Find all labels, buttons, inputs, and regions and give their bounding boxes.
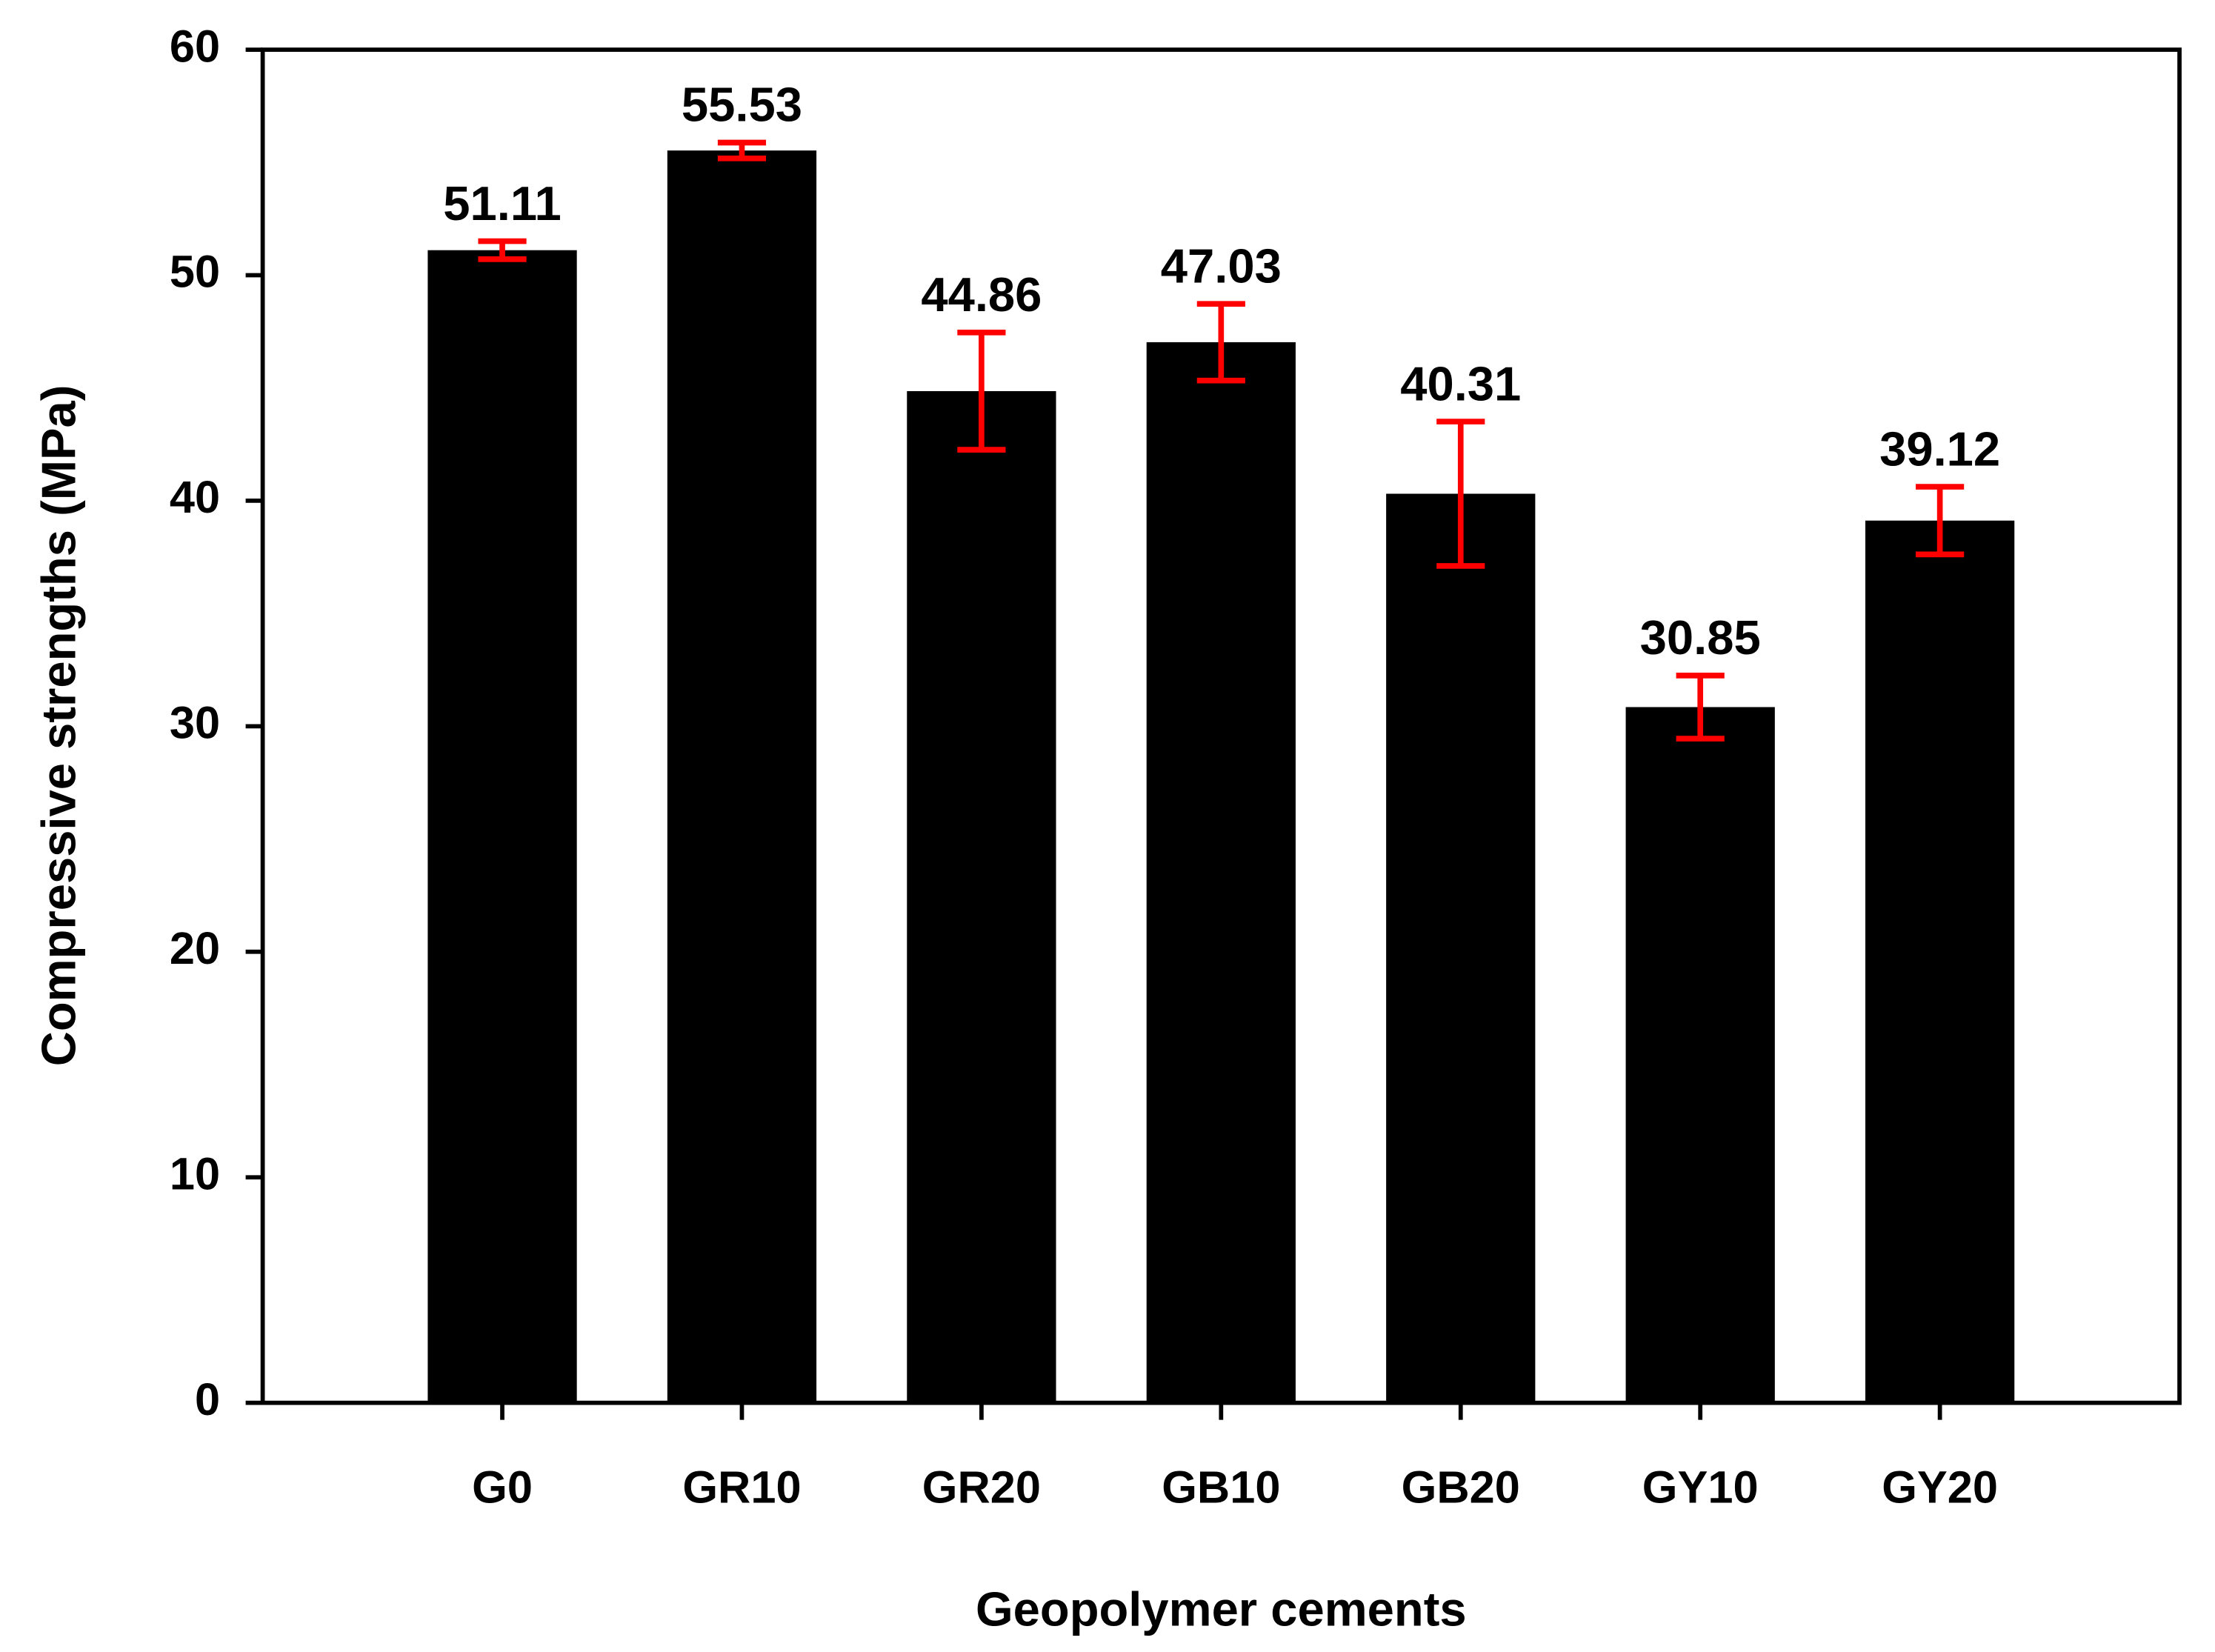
value-label: 30.85 bbox=[1640, 610, 1761, 665]
error-bar bbox=[1196, 301, 1245, 384]
y-axis-label: Compressive strengths (MPa) bbox=[32, 385, 86, 1067]
bar bbox=[1625, 707, 1775, 1403]
y-tick-label: 30 bbox=[170, 697, 220, 748]
value-label: 51.11 bbox=[443, 176, 561, 230]
error-bar bbox=[1916, 484, 1965, 558]
error-bar bbox=[478, 238, 527, 262]
y-tick-label: 10 bbox=[170, 1148, 220, 1199]
x-tick-label: GY20 bbox=[1882, 1462, 1998, 1513]
y-tick-label: 20 bbox=[170, 922, 220, 973]
x-axis-label: Geopolymer cements bbox=[976, 1582, 1467, 1636]
bar bbox=[427, 250, 577, 1403]
y-tick-label: 40 bbox=[170, 471, 220, 522]
bar bbox=[1386, 493, 1536, 1403]
bar bbox=[1865, 520, 2015, 1403]
value-label: 39.12 bbox=[1879, 422, 2000, 476]
x-tick-label: GY10 bbox=[1642, 1462, 1759, 1513]
x-tick-label: GB10 bbox=[1162, 1462, 1280, 1513]
bar bbox=[1146, 342, 1296, 1403]
value-label: 44.86 bbox=[921, 267, 1042, 322]
value-label: 55.53 bbox=[682, 78, 802, 132]
error-bar bbox=[957, 329, 1006, 453]
error-bar bbox=[1436, 419, 1485, 569]
value-label: 40.31 bbox=[1400, 356, 1521, 410]
x-tick-label: GR10 bbox=[682, 1462, 801, 1513]
bar bbox=[907, 390, 1056, 1403]
value-label: 47.03 bbox=[1161, 239, 1282, 293]
error-bar bbox=[717, 139, 767, 161]
y-tick-label: 0 bbox=[195, 1373, 220, 1425]
y-tick-label: 50 bbox=[170, 246, 220, 297]
x-tick-label: G0 bbox=[472, 1462, 533, 1513]
y-tick-label: 60 bbox=[170, 20, 220, 71]
bar bbox=[667, 150, 817, 1403]
x-tick-label: GB20 bbox=[1402, 1462, 1520, 1513]
error-bar bbox=[1676, 673, 1725, 742]
x-tick-label: GR20 bbox=[922, 1462, 1041, 1513]
